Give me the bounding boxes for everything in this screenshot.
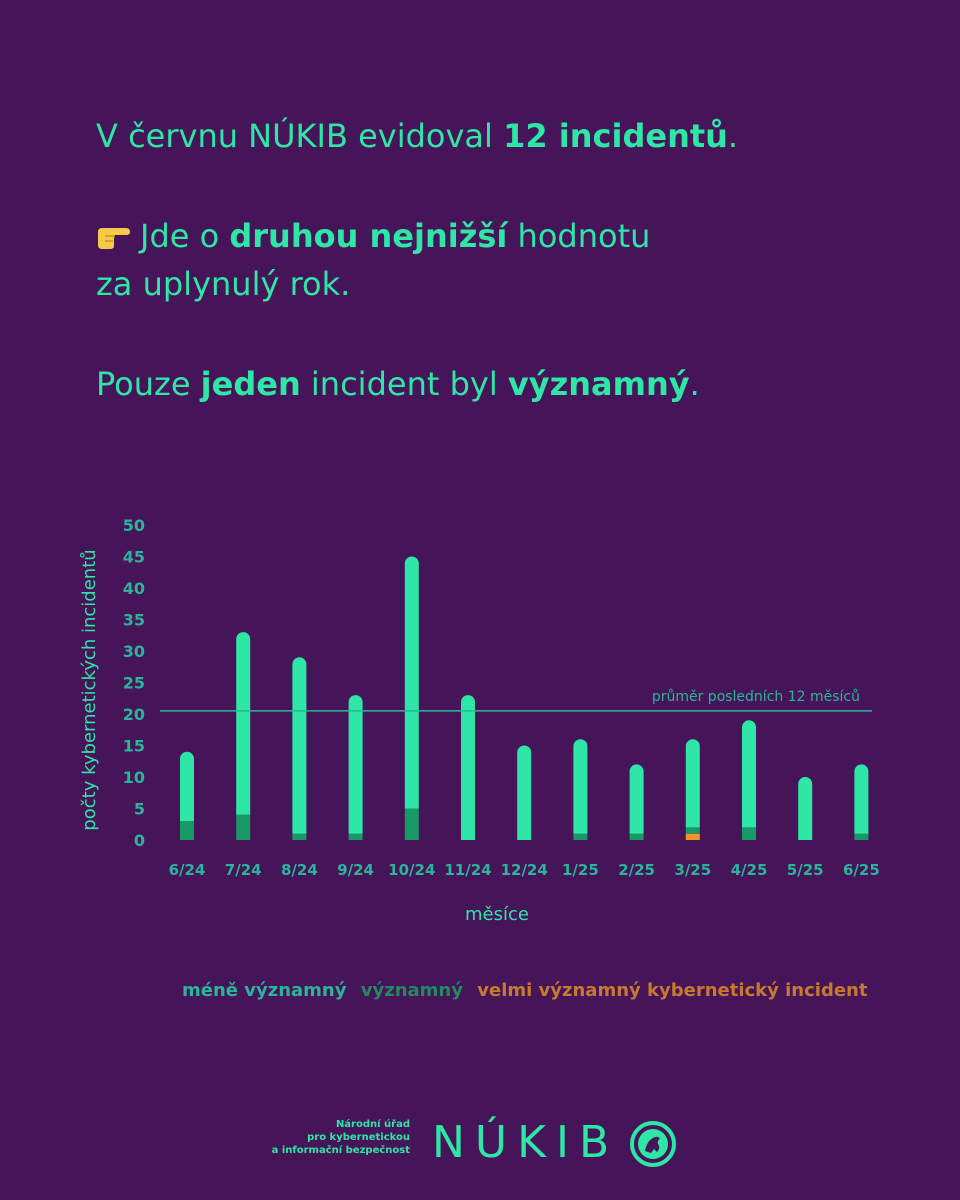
bar-significant: [236, 814, 251, 840]
x-tick-label: 7/24: [225, 861, 262, 879]
bar-significant: [292, 833, 307, 840]
average-line-label: průměr posledních 12 měsíců: [652, 689, 860, 705]
bar-minor: [292, 657, 307, 834]
chart-legend: méně významný významný velmi významný ky…: [182, 980, 875, 1001]
bar-minor: [573, 739, 588, 834]
x-tick-label: 3/25: [674, 861, 711, 879]
y-tick-label: 0: [134, 831, 145, 850]
bar-minor: [517, 745, 532, 840]
x-tick-label: 12/24: [501, 861, 548, 879]
x-tick-label: 1/25: [562, 861, 599, 879]
y-tick-label: 45: [123, 548, 145, 567]
headline-line-4: Pouze jeden incident byl významný.: [96, 365, 700, 403]
bar-significant: [348, 833, 363, 840]
x-tick-label: 2/25: [618, 861, 655, 879]
lion-emblem-icon: [630, 1121, 676, 1167]
bar-minor: [798, 777, 813, 840]
bar-significant: [685, 827, 700, 834]
bar-minor: [461, 695, 475, 840]
bar-significant: [180, 821, 194, 840]
x-tick-label: 4/25: [731, 861, 768, 879]
headline-line-3: za uplynulý rok.: [96, 265, 351, 303]
bar-significant: [629, 833, 644, 840]
y-tick-label: 10: [123, 768, 145, 787]
footer-agency-name: Národní úřad pro kybernetickou a informa…: [271, 1119, 410, 1156]
bar-minor: [180, 751, 194, 822]
headline: V červnu NÚKIB evidoval 12 incidentů. Jd…: [96, 112, 896, 408]
x-tick-label: 5/25: [787, 861, 824, 879]
bar-significant: [854, 833, 869, 840]
x-tick-label: 11/24: [444, 861, 491, 879]
y-tick-label: 30: [123, 642, 145, 661]
x-tick-label: 8/24: [281, 861, 318, 879]
bar-significant: [573, 833, 588, 840]
legend-significant: významný: [360, 980, 463, 1001]
x-tick-label: 9/24: [337, 861, 374, 879]
bar-minor: [742, 720, 757, 828]
headline-line-1: V červnu NÚKIB evidoval 12 incidentů.: [96, 117, 739, 155]
y-tick-label: 25: [123, 674, 145, 693]
y-tick-label: 35: [123, 611, 145, 630]
legend-very-significant: velmi významný kybernetický incident: [477, 980, 868, 1001]
y-tick-label: 40: [123, 579, 145, 598]
bar-minor: [348, 695, 363, 834]
x-tick-label: 10/24: [388, 861, 435, 879]
incident-bar-chart: 0 5 10 15 20 25 30 35 40 45 50 počty kybernetických…: [79, 516, 880, 925]
y-axis-label: počty kybernetických incidentů: [79, 549, 100, 830]
bar-significant: [404, 808, 419, 840]
y-tick-label: 5: [134, 800, 145, 819]
y-tick-label: 15: [123, 737, 145, 756]
x-tick-label: 6/25: [843, 861, 880, 879]
bar-minor: [854, 764, 869, 834]
pointing-hand-icon: [98, 228, 130, 249]
headline-line-2: Jde o druhou nejnižší hodnotu: [96, 212, 896, 260]
bar-minor: [404, 556, 419, 809]
bar-significant: [742, 827, 756, 840]
bar-very-significant: [685, 833, 700, 840]
y-tick-label: 50: [123, 516, 145, 535]
bar-minor: [685, 739, 700, 828]
bar-minor: [236, 632, 251, 815]
x-tick-label: 6/24: [169, 861, 206, 879]
x-axis-label: měsíce: [465, 904, 529, 925]
y-tick-label: 20: [123, 705, 145, 724]
nukib-logo-text: NÚKIB: [432, 1117, 620, 1168]
bar-minor: [629, 764, 644, 834]
legend-minor: méně významný: [182, 980, 347, 1001]
